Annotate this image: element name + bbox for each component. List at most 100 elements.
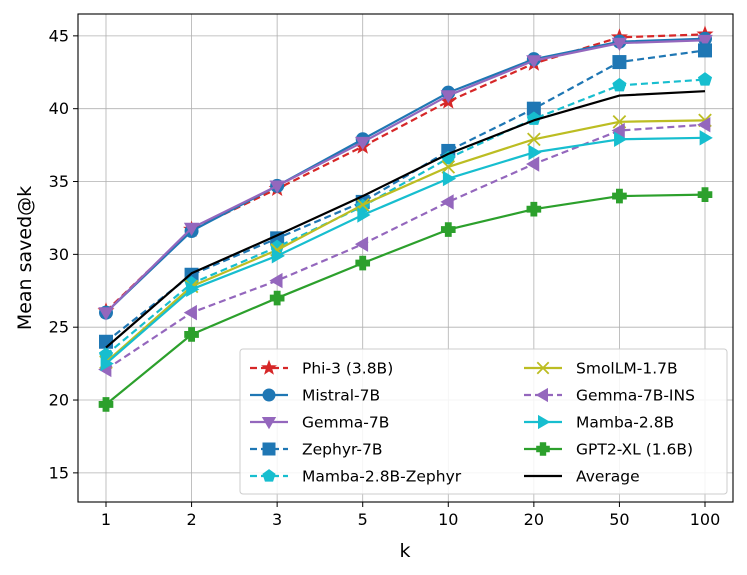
legend-label: Average [576,468,640,486]
data-point [269,272,283,289]
legend-entry-gemma-7b: Gemma-7B [250,414,389,432]
data-point [271,248,285,264]
legend-entry-mamba-2-8b: Mamba-2.8B [524,414,674,432]
data-point [440,194,454,210]
data-point [526,156,540,172]
data-point [440,90,456,104]
data-point [98,307,114,321]
series-line [105,123,706,371]
data-point [698,43,712,58]
x-tick-label: 3 [272,510,282,529]
data-point [269,180,285,194]
legend-label: Gemma-7B-INS [576,387,695,405]
data-point [612,77,627,92]
legend-entry-smollm-1-7b: SmolLM-1.7B [524,360,678,378]
series-line [105,90,706,349]
y-tick-label: 40 [49,99,69,118]
legend-marker [536,361,550,375]
legend-entry-average: Average [524,468,640,486]
legend-marker [262,388,276,402]
data-point [614,131,628,147]
data-point [697,34,713,49]
data-point [100,355,114,372]
series-line [105,193,706,406]
legend: Phi-3 (3.8B) Mistral-7B Gemma-7B Zephyr-7B M… [239,348,728,495]
data-point [527,132,541,147]
data-point [183,304,197,321]
legend-label: GPT2-XL (1.6B) [576,441,693,459]
data-point [611,122,625,139]
data-point [269,290,285,306]
legend-entry-phi-3-3-8b: Phi-3 (3.8B) [250,360,393,378]
legend-marker [535,387,548,403]
legend-entry-gemma-7b-ins: Gemma-7B-INS [524,387,695,405]
legend-label: Phi-3 (3.8B) [302,360,393,378]
grid [78,14,733,502]
y-tick-label: 30 [49,245,69,264]
data-point [357,207,371,223]
legend-label: SmolLM-1.7B [576,360,678,378]
legend-entry-mamba-2-8b-zephyr: Mamba-2.8B-Zephyr [250,468,462,486]
series-line [105,49,706,343]
series-line [105,78,706,356]
data-point [611,37,628,51]
data-point [440,222,456,237]
series-gemma-7b [98,34,713,321]
data-point [355,136,371,151]
data-point [697,117,711,133]
series-line [105,37,706,314]
data-point [699,130,713,146]
x-tick-label: 10 [438,510,458,529]
x-tick-label: 50 [609,510,629,529]
data-point [354,236,369,252]
legend-label: Zephyr-7B [302,441,382,459]
legend-label: Mistral-7B [302,387,380,405]
legend-label: Mamba-2.8B [576,414,674,432]
data-point [697,187,713,202]
legend-entry-zephyr-7b: Zephyr-7B [250,441,382,459]
data-point [526,201,542,217]
data-point [183,222,200,236]
data-point [184,327,199,342]
x-tick-label: 20 [524,510,544,529]
series-line [105,136,706,365]
x-axis-label: k [399,540,410,562]
data-point [442,170,457,187]
legend-entry-gpt2-xl-1-6b: GPT2-XL (1.6B) [524,441,693,459]
series-gpt2-xl-1-6b [98,187,713,412]
x-tick-label: 2 [186,510,196,529]
series-line [105,119,706,363]
x-tick-label: 100 [690,510,721,529]
series-gemma-7b-ins [98,117,711,378]
legend-marker [262,469,276,482]
legend-marker [261,359,277,375]
legend-entry-mistral-7b: Mistral-7B [250,387,380,405]
legend-marker [538,414,551,430]
legend-label: Gemma-7B [302,414,389,432]
data-point [98,397,114,412]
y-tick-label: 15 [49,463,69,482]
legend-marker [262,442,276,456]
legend-label: Mamba-2.8B-Zephyr [302,468,462,486]
data-point [528,144,542,161]
series-layer [97,25,714,412]
series-line [105,39,706,314]
series-average [105,90,706,349]
legend-box [239,348,728,495]
series-mamba-2-8b [100,130,713,372]
legend-marker [536,442,550,456]
data-point [526,55,542,69]
y-tick-label: 35 [49,172,69,191]
x-tick-label: 5 [358,510,368,529]
data-point [697,72,713,86]
data-point [355,255,371,271]
data-point [186,281,200,298]
legend-marker [261,417,277,430]
y-tick-label: 25 [49,318,69,337]
data-point [612,55,627,70]
y-tick-label: 45 [49,26,69,45]
plot-frame [77,13,734,503]
y-axis-label: Mean saved@k [14,186,36,330]
